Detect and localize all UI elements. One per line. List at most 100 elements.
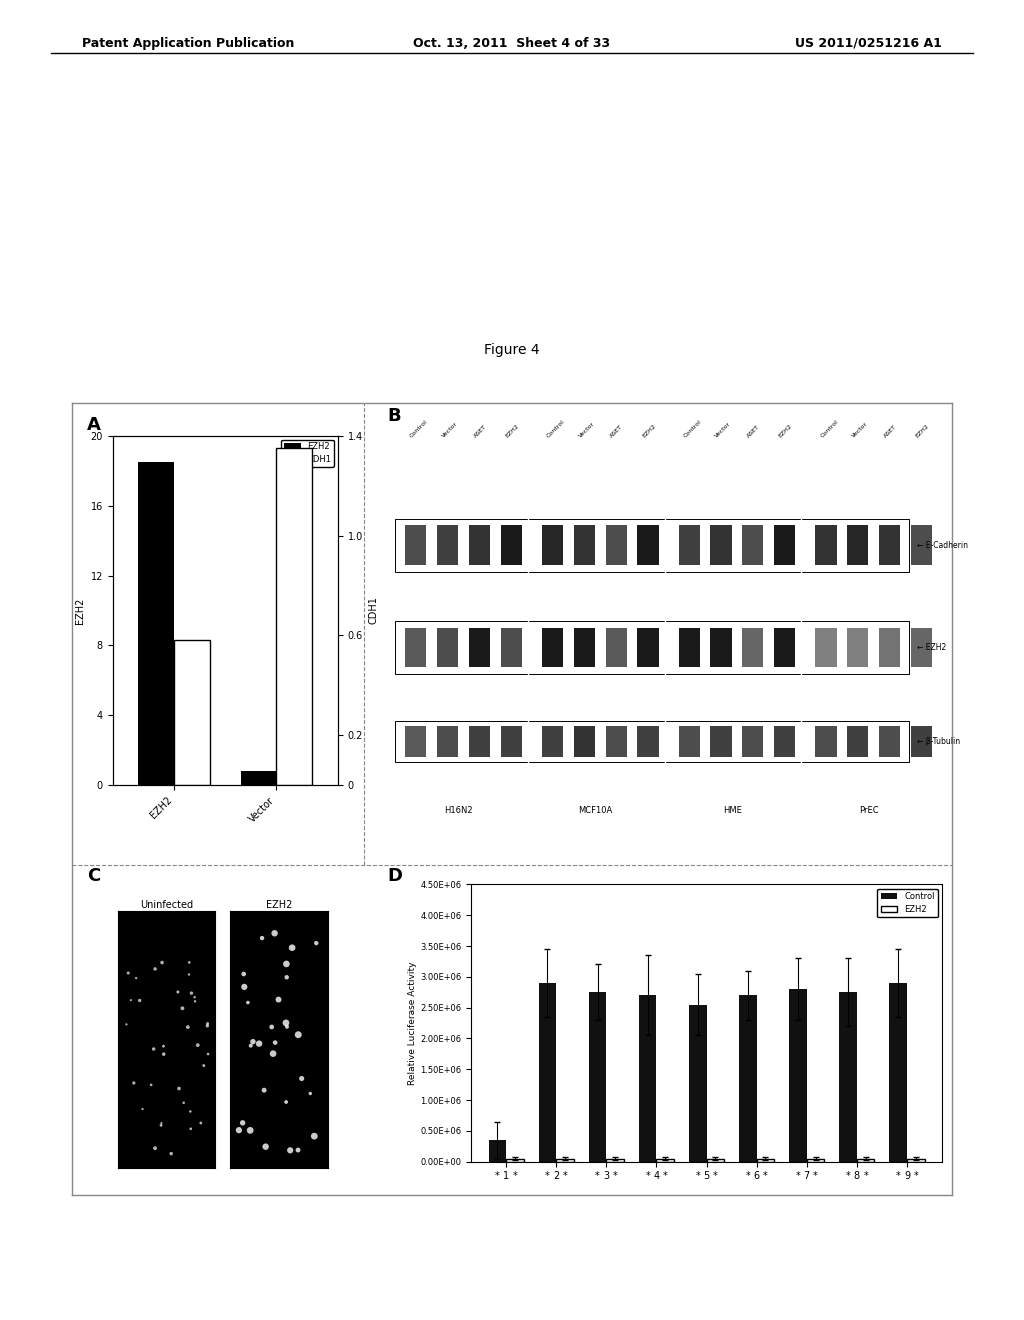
Point xyxy=(290,1024,306,1045)
Text: EZH2: EZH2 xyxy=(641,424,656,438)
Text: HME: HME xyxy=(723,807,741,816)
Text: Vector: Vector xyxy=(441,421,459,438)
Point xyxy=(187,991,204,1012)
Text: ← β-Tubulin: ← β-Tubulin xyxy=(916,737,961,746)
Text: A: A xyxy=(87,416,101,434)
Bar xyxy=(774,726,796,756)
Point xyxy=(146,1138,163,1159)
Point xyxy=(263,1016,280,1038)
Bar xyxy=(437,525,458,565)
Bar xyxy=(542,726,563,756)
Bar xyxy=(573,726,595,756)
Bar xyxy=(879,627,900,668)
Point xyxy=(143,1074,160,1096)
Bar xyxy=(815,525,837,565)
Text: ASET: ASET xyxy=(883,424,898,438)
Bar xyxy=(707,1159,724,1162)
Point xyxy=(146,958,163,979)
Point xyxy=(282,1139,298,1160)
Point xyxy=(126,1072,142,1093)
Bar xyxy=(395,620,908,675)
Point xyxy=(236,964,252,985)
Text: *: * xyxy=(612,1171,617,1181)
Point xyxy=(254,928,270,949)
Bar xyxy=(469,525,490,565)
Bar xyxy=(847,726,868,756)
Text: Vector: Vector xyxy=(715,421,732,438)
Bar xyxy=(879,726,900,756)
Bar xyxy=(879,525,900,565)
Bar xyxy=(406,525,426,565)
Point xyxy=(171,1078,187,1100)
Point xyxy=(200,1012,216,1034)
Bar xyxy=(679,525,699,565)
Bar xyxy=(742,627,764,668)
Point xyxy=(278,1012,294,1034)
Point xyxy=(186,986,203,1007)
Point xyxy=(175,1092,191,1113)
Bar xyxy=(395,519,908,572)
Bar xyxy=(639,995,656,1162)
Bar xyxy=(907,1159,925,1162)
Bar xyxy=(711,627,732,668)
Bar xyxy=(573,525,595,565)
Text: *: * xyxy=(796,1171,801,1181)
Bar xyxy=(679,627,699,668)
Bar xyxy=(847,627,868,668)
Bar xyxy=(857,1159,874,1162)
Point xyxy=(243,1035,259,1056)
Point xyxy=(156,1044,172,1065)
Bar xyxy=(689,1005,707,1162)
Bar xyxy=(637,726,658,756)
Point xyxy=(306,1126,323,1147)
Bar xyxy=(847,525,868,565)
Point xyxy=(279,1016,295,1038)
Point xyxy=(156,1036,172,1057)
Bar xyxy=(815,726,837,756)
Text: PrEC: PrEC xyxy=(859,807,879,816)
Bar xyxy=(501,525,522,565)
Text: Vector: Vector xyxy=(578,421,595,438)
Text: *: * xyxy=(645,1171,650,1181)
Bar xyxy=(606,1159,624,1162)
Point xyxy=(163,1143,179,1164)
Text: *: * xyxy=(846,1171,851,1181)
Y-axis label: Relative Luciferase Activity: Relative Luciferase Activity xyxy=(409,961,418,1085)
Text: *: * xyxy=(763,1171,768,1181)
Point xyxy=(170,981,186,1002)
Text: *: * xyxy=(695,1171,700,1181)
Bar xyxy=(437,726,458,756)
Point xyxy=(294,1068,310,1089)
Text: *: * xyxy=(713,1171,718,1181)
Point xyxy=(265,1043,282,1064)
Text: Control: Control xyxy=(410,418,429,438)
Point xyxy=(181,952,198,973)
Text: Control: Control xyxy=(546,418,565,438)
Bar xyxy=(542,525,563,565)
Bar xyxy=(589,993,606,1162)
Text: EZH2: EZH2 xyxy=(914,424,930,438)
Text: C: C xyxy=(87,867,100,886)
Point xyxy=(193,1113,209,1134)
Point xyxy=(134,1098,151,1119)
Bar xyxy=(910,525,932,565)
Bar xyxy=(757,1159,774,1162)
Bar xyxy=(774,525,796,565)
Bar xyxy=(890,983,907,1162)
Y-axis label: CDH1: CDH1 xyxy=(369,597,379,624)
Y-axis label: EZH2: EZH2 xyxy=(75,598,85,623)
Text: *: * xyxy=(813,1171,818,1181)
Text: EZH2: EZH2 xyxy=(505,424,520,438)
Bar xyxy=(840,993,857,1162)
Text: Figure 4: Figure 4 xyxy=(484,343,540,358)
Point xyxy=(251,1034,267,1055)
Bar xyxy=(637,525,658,565)
Text: *: * xyxy=(913,1171,919,1181)
Text: EZH2: EZH2 xyxy=(778,424,794,438)
Text: *: * xyxy=(495,1171,500,1181)
Point xyxy=(279,966,295,987)
Point xyxy=(234,1113,251,1134)
Point xyxy=(154,952,170,973)
Bar xyxy=(174,640,210,785)
Bar xyxy=(501,726,522,756)
